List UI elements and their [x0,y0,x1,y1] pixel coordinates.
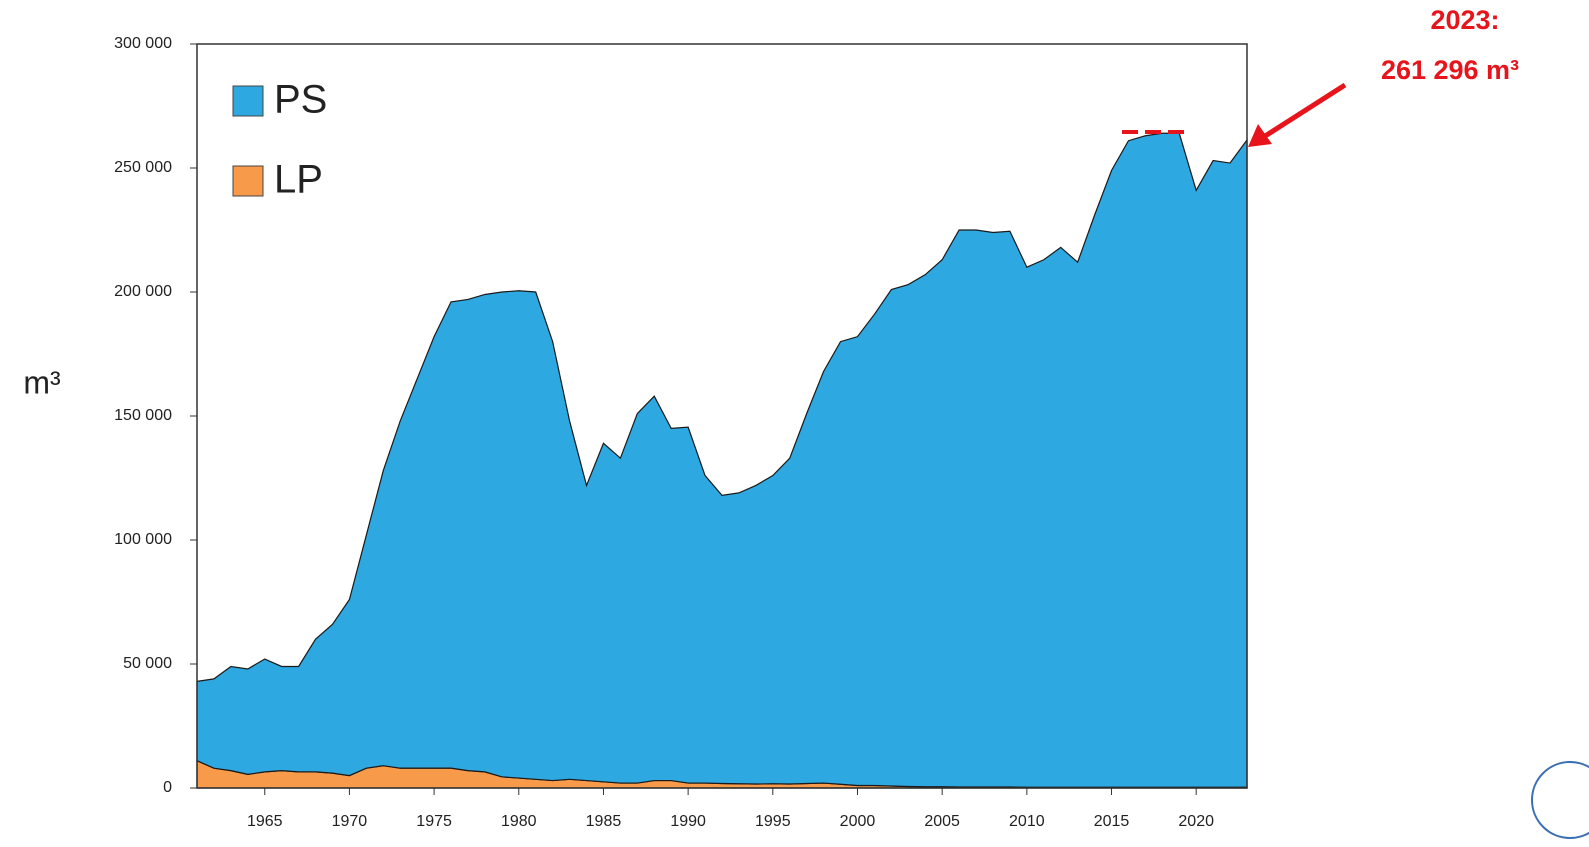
annotation-arrowhead [1248,124,1272,147]
x-tick-label: 1985 [586,813,622,830]
x-tick-label: 1980 [501,813,537,830]
annotation: 2023: [1430,5,1499,35]
x-tick-label: 2015 [1094,813,1130,830]
x-tick-label: 2005 [924,813,960,830]
area [196,132,1248,788]
legend-label: PS [274,78,327,122]
legend-swatch [232,85,264,117]
y-tick-label: 250 000 [114,159,172,176]
y-tick-label: 300 000 [114,35,172,52]
y-tick-label: 100 000 [114,531,172,548]
legend-swatch [232,165,264,197]
annotation: 261 296 m³ [1381,55,1519,85]
legend-label: LP [274,158,323,202]
x-tick-label: 2020 [1178,813,1214,830]
y-axis-label: m³ [23,364,61,400]
y-tick-label: 0 [163,779,172,796]
y-tick-label: 150 000 [114,407,172,424]
logo [1531,761,1589,839]
x-tick-label: 1965 [247,813,283,830]
x-tick-label: 1970 [332,813,368,830]
x-tick-label: 1995 [755,813,791,830]
x-tick-label: 1975 [416,813,452,830]
y-tick-label: 50 000 [123,655,172,672]
y-tick-label: 200 000 [114,283,172,300]
x-tick-label: 2000 [840,813,876,830]
annotation-arrow [1260,82,1347,141]
x-tick-label: 2010 [1009,813,1045,830]
x-tick-label: 1990 [670,813,706,830]
